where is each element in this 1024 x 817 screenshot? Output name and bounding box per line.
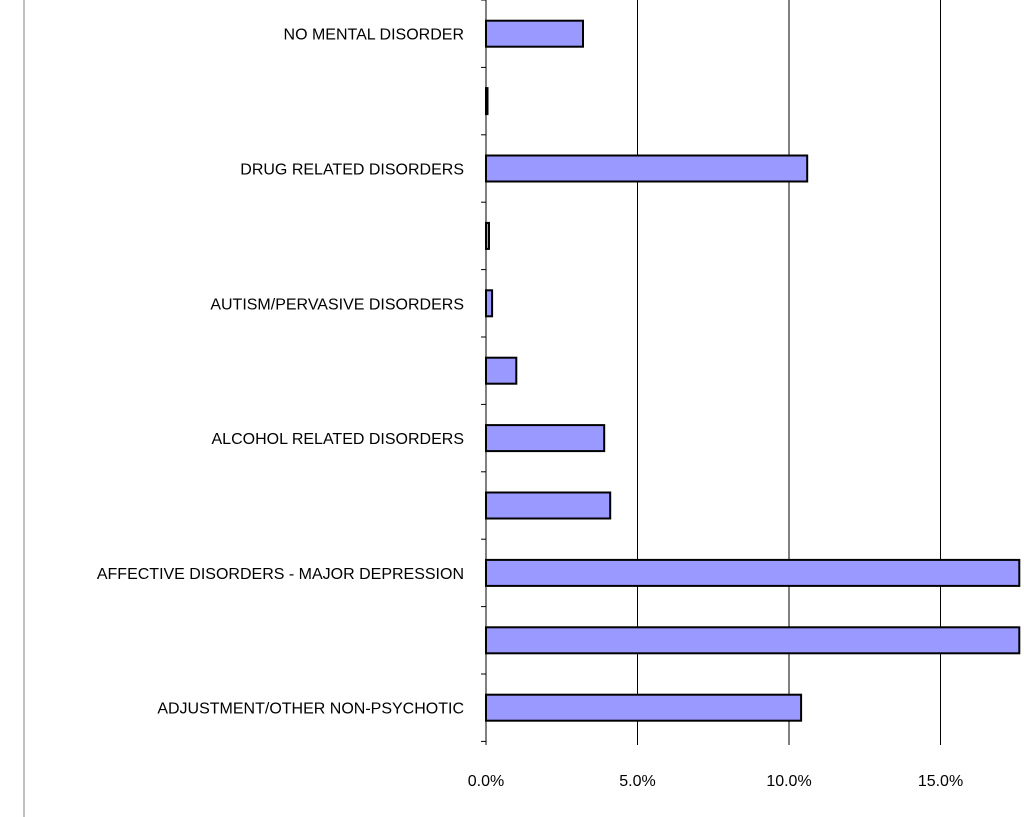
- gridlines: [637, 0, 941, 740]
- bar-5: [485, 356, 518, 385]
- x-tick-label: 0.0%: [468, 773, 504, 790]
- x-tick-label: 10.0%: [766, 773, 811, 790]
- category-label: DRUG RELATED DISORDERS: [240, 162, 464, 179]
- bar-4: [485, 289, 494, 318]
- bar-6: [485, 424, 606, 453]
- x-tick-label: 15.0%: [918, 773, 963, 790]
- category-labels: NO MENTAL DISORDER DRUG RELATED DISORDERS…: [97, 27, 464, 718]
- category-label: ADJUSTMENT/OTHER NON-PSYCHOTIC: [157, 701, 464, 718]
- bar-2: [485, 154, 809, 183]
- category-label: NO MENTAL DISORDER: [284, 27, 464, 44]
- category-label: AFFECTIVE DISORDERS - MAJOR DEPRESSION: [97, 566, 464, 583]
- category-label: ALCOHOL RELATED DISORDERS: [212, 431, 465, 448]
- bars: [485, 19, 1021, 722]
- category-label: AUTISM/PERVASIVE DISORDERS: [210, 296, 464, 313]
- x-tick-labels: 0.0% 5.0% 10.0% 15.0%: [468, 773, 963, 790]
- bar-8: [485, 558, 1021, 587]
- bar-10: [485, 693, 803, 722]
- bar-0: [485, 19, 584, 48]
- bar-7: [485, 491, 612, 520]
- axes: [481, 0, 941, 745]
- bar-9: [485, 626, 1021, 655]
- x-tick-label: 5.0%: [619, 773, 655, 790]
